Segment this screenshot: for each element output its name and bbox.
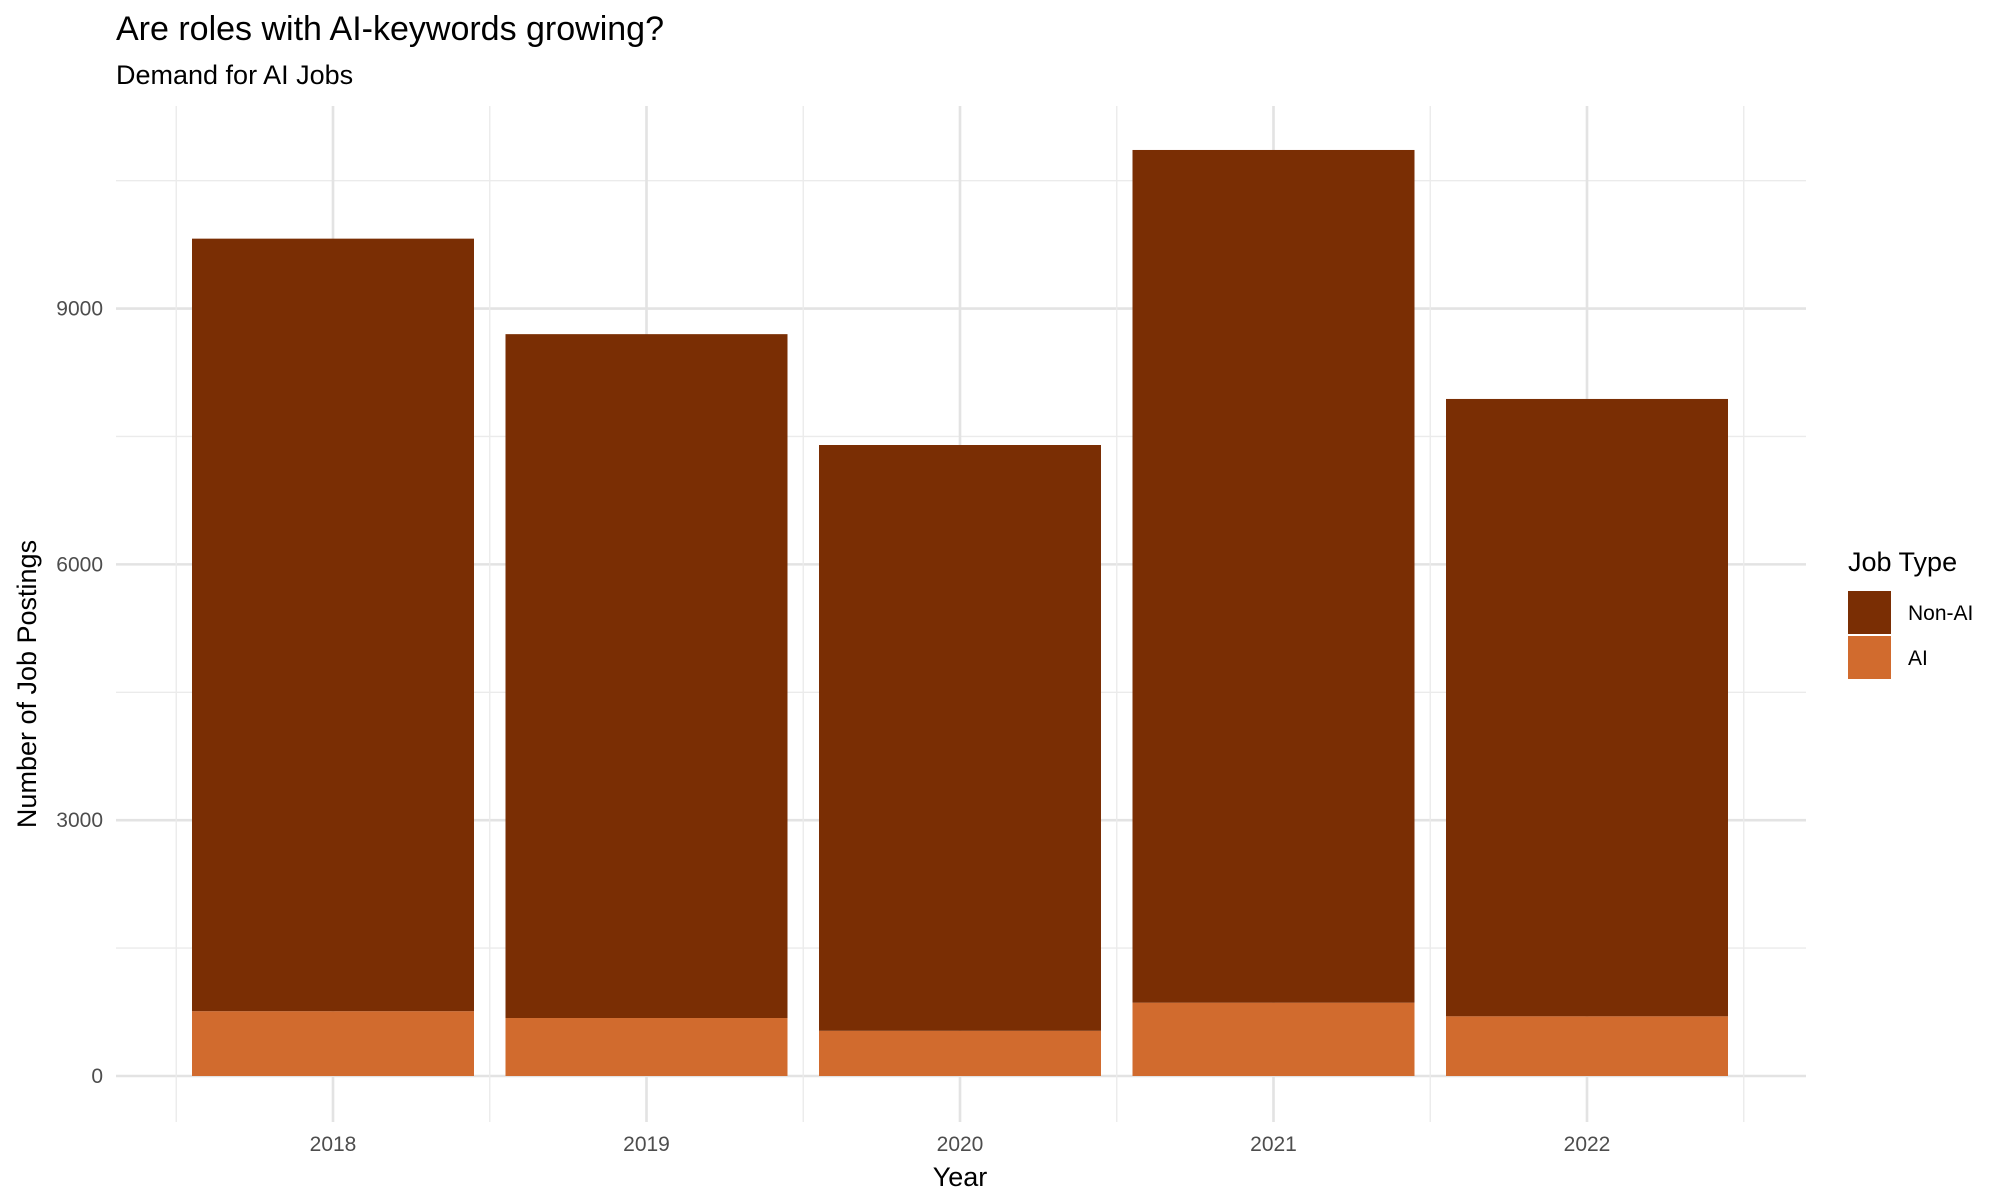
x-tick-label: 2018 bbox=[310, 1133, 357, 1156]
x-tick-label: 2020 bbox=[937, 1133, 984, 1156]
y-tick-label: 9000 bbox=[56, 298, 103, 321]
legend-key-ai bbox=[1848, 636, 1891, 679]
bar-ai-2019 bbox=[505, 1018, 788, 1076]
bar-non-ai-2020 bbox=[819, 445, 1101, 1031]
legend-title: Job Type bbox=[1848, 547, 1957, 577]
legend-label: Non-AI bbox=[1908, 602, 1973, 625]
y-tick-label: 0 bbox=[91, 1065, 103, 1088]
bar-ai-2022 bbox=[1446, 1016, 1728, 1076]
bar-ai-2020 bbox=[819, 1030, 1101, 1076]
y-tick-label: 6000 bbox=[56, 553, 103, 576]
bar-ai-2021 bbox=[1132, 1002, 1415, 1076]
x-tick-label: 2019 bbox=[623, 1133, 670, 1156]
ticks-layer: 0 3000 6000 9000 2018 2019 2020 2021 2022 bbox=[56, 298, 1610, 1156]
y-axis-title: Number of Job Postings bbox=[12, 540, 42, 828]
bar-non-ai-2019 bbox=[505, 334, 788, 1019]
legend-key-non-ai bbox=[1848, 591, 1891, 634]
bars-layer bbox=[192, 149, 1728, 1076]
bar-non-ai-2018 bbox=[192, 238, 474, 1012]
chart-title: Are roles with AI-keywords growing? bbox=[116, 10, 664, 48]
x-axis-title: Year bbox=[933, 1162, 988, 1192]
bar-ai-2018 bbox=[192, 1011, 474, 1076]
x-tick-label: 2022 bbox=[1564, 1133, 1611, 1156]
chart-subtitle: Demand for AI Jobs bbox=[116, 60, 353, 90]
bar-non-ai-2021 bbox=[1132, 149, 1415, 1003]
x-tick-label: 2021 bbox=[1250, 1133, 1297, 1156]
bar-non-ai-2022 bbox=[1446, 398, 1728, 1017]
y-tick-label: 3000 bbox=[56, 809, 103, 832]
legend-items: Non-AI AI bbox=[1848, 591, 1973, 679]
legend-label: AI bbox=[1908, 647, 1928, 670]
legend: Job Type Non-AI AI bbox=[1848, 547, 1973, 679]
